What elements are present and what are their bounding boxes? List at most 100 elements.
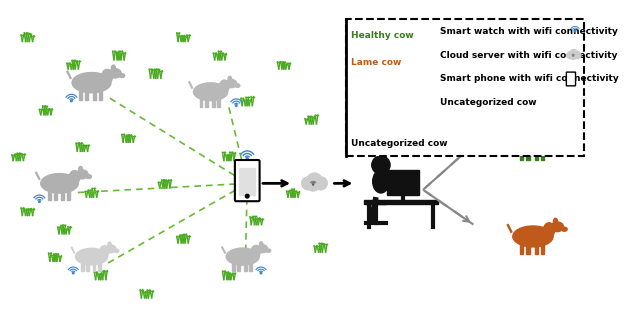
- Ellipse shape: [226, 248, 259, 265]
- Bar: [520, 241, 524, 254]
- Circle shape: [372, 156, 390, 174]
- Bar: [454, 144, 455, 148]
- Circle shape: [246, 158, 248, 160]
- Text: Healthy cow: Healthy cow: [351, 30, 413, 39]
- Bar: [237, 260, 240, 271]
- Bar: [232, 260, 235, 271]
- Bar: [417, 37, 418, 41]
- Ellipse shape: [513, 226, 553, 247]
- Text: Smart watch with wifi connectivity: Smart watch with wifi connectivity: [440, 27, 618, 36]
- Ellipse shape: [428, 30, 431, 33]
- Bar: [67, 188, 70, 200]
- Bar: [575, 104, 577, 108]
- Ellipse shape: [108, 242, 111, 247]
- Bar: [200, 96, 202, 107]
- Bar: [415, 64, 416, 69]
- Circle shape: [313, 184, 314, 185]
- Bar: [534, 147, 538, 160]
- Circle shape: [245, 194, 249, 198]
- Ellipse shape: [119, 74, 125, 77]
- Bar: [47, 188, 51, 200]
- Ellipse shape: [405, 59, 419, 66]
- Ellipse shape: [579, 99, 582, 101]
- Bar: [205, 96, 208, 107]
- Ellipse shape: [79, 166, 83, 172]
- Bar: [387, 169, 419, 195]
- Ellipse shape: [462, 138, 463, 140]
- Bar: [244, 260, 246, 271]
- Ellipse shape: [266, 249, 271, 252]
- Bar: [93, 87, 96, 100]
- Ellipse shape: [193, 83, 228, 101]
- Circle shape: [307, 173, 322, 188]
- Ellipse shape: [220, 80, 229, 92]
- Circle shape: [236, 105, 237, 106]
- Ellipse shape: [100, 246, 109, 257]
- Ellipse shape: [579, 98, 580, 99]
- Circle shape: [72, 272, 74, 274]
- Text: Cloud server with wifi connectivity: Cloud server with wifi connectivity: [440, 51, 617, 60]
- Ellipse shape: [86, 175, 92, 178]
- Circle shape: [38, 201, 40, 203]
- Ellipse shape: [259, 242, 263, 246]
- Bar: [239, 168, 255, 195]
- Circle shape: [570, 50, 578, 58]
- Ellipse shape: [428, 29, 429, 31]
- Ellipse shape: [69, 170, 80, 184]
- Text: Uncategorized cow: Uncategorized cow: [351, 139, 447, 148]
- Circle shape: [567, 52, 574, 59]
- Bar: [527, 147, 530, 160]
- Bar: [99, 87, 102, 100]
- Circle shape: [570, 53, 577, 59]
- Bar: [422, 37, 423, 41]
- Ellipse shape: [425, 30, 429, 35]
- Bar: [458, 144, 460, 148]
- FancyBboxPatch shape: [235, 160, 260, 201]
- Ellipse shape: [561, 133, 567, 137]
- Bar: [456, 144, 458, 148]
- Ellipse shape: [41, 173, 78, 193]
- Ellipse shape: [372, 170, 389, 193]
- Ellipse shape: [418, 58, 422, 61]
- Ellipse shape: [419, 56, 420, 58]
- Ellipse shape: [72, 72, 111, 93]
- Bar: [85, 87, 88, 100]
- Circle shape: [574, 52, 581, 59]
- Bar: [408, 64, 409, 69]
- Ellipse shape: [414, 31, 428, 39]
- Bar: [527, 241, 530, 254]
- Bar: [419, 37, 420, 41]
- FancyBboxPatch shape: [566, 72, 575, 86]
- Ellipse shape: [568, 100, 579, 106]
- Ellipse shape: [561, 227, 567, 231]
- Ellipse shape: [228, 76, 232, 81]
- Ellipse shape: [451, 140, 461, 146]
- Bar: [410, 64, 411, 69]
- Ellipse shape: [576, 99, 579, 103]
- Circle shape: [70, 100, 72, 102]
- Ellipse shape: [235, 84, 240, 87]
- Bar: [452, 144, 453, 148]
- Ellipse shape: [115, 249, 119, 253]
- Text: Uncategorized cow: Uncategorized cow: [440, 98, 536, 107]
- Bar: [98, 260, 100, 271]
- Ellipse shape: [226, 79, 237, 88]
- Text: Lame cow: Lame cow: [351, 58, 401, 67]
- Bar: [212, 96, 215, 107]
- Circle shape: [260, 272, 262, 274]
- FancyBboxPatch shape: [346, 19, 584, 156]
- Circle shape: [307, 179, 319, 191]
- Ellipse shape: [109, 69, 121, 78]
- Ellipse shape: [581, 100, 583, 101]
- Ellipse shape: [550, 222, 564, 232]
- Ellipse shape: [431, 32, 433, 33]
- Bar: [534, 241, 538, 254]
- Circle shape: [314, 177, 327, 190]
- Ellipse shape: [554, 124, 557, 130]
- Ellipse shape: [464, 140, 466, 142]
- Ellipse shape: [102, 70, 113, 83]
- Bar: [81, 260, 84, 271]
- Text: Smart phone with wifi connectivity: Smart phone with wifi connectivity: [440, 74, 618, 83]
- Bar: [573, 104, 575, 108]
- Ellipse shape: [76, 248, 108, 265]
